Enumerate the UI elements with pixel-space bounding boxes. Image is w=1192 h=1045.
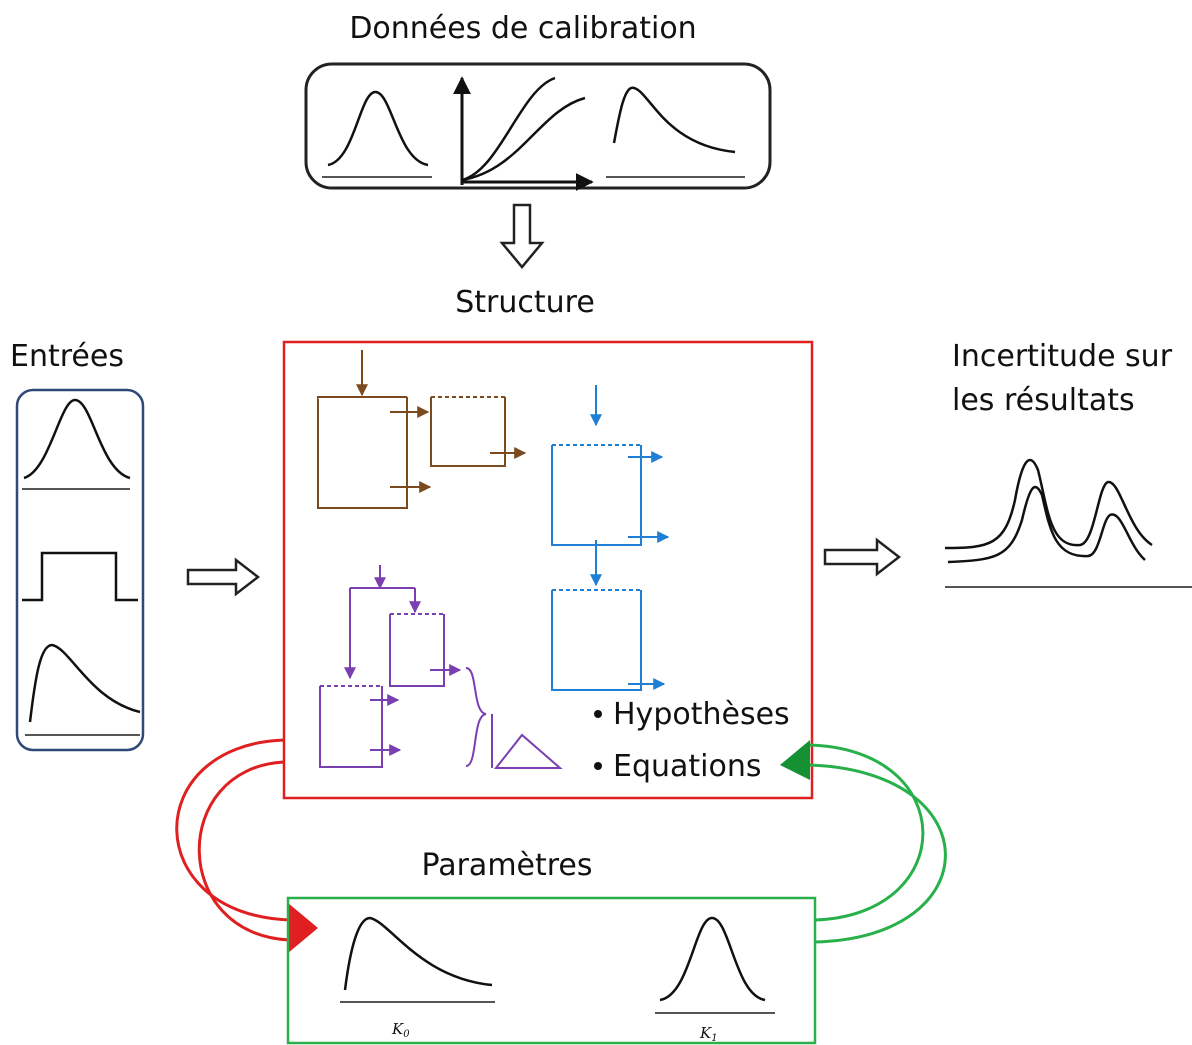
symbol: K [391, 1020, 404, 1038]
inputs-title: Entrées [10, 339, 124, 374]
parameters-box [286, 896, 817, 1045]
bullet: Equations [613, 749, 762, 784]
subscript: 0 [403, 1029, 410, 1040]
inputs-box [15, 388, 145, 752]
bullet: Hypothèses [613, 697, 790, 732]
subscript: 1 [711, 1033, 717, 1044]
feedback-loop [175, 738, 947, 953]
calibration-box [304, 62, 772, 191]
structure-title: Structure [455, 285, 595, 320]
output-title: les résultats [952, 383, 1135, 418]
right-arrow [186, 557, 261, 597]
output-curves [944, 458, 1192, 588]
calibration-title: Données de calibration [349, 11, 696, 46]
symbol: K [699, 1024, 712, 1042]
parameter-label: K0 [391, 1020, 410, 1040]
structure-box: Hypothèses Equations [282, 340, 814, 800]
output-title: Incertitude sur [952, 339, 1173, 374]
parameter-label: K1 [699, 1024, 718, 1044]
down-arrow [499, 203, 545, 269]
right-arrow [823, 537, 902, 577]
parameters-title: Paramètres [421, 848, 592, 883]
